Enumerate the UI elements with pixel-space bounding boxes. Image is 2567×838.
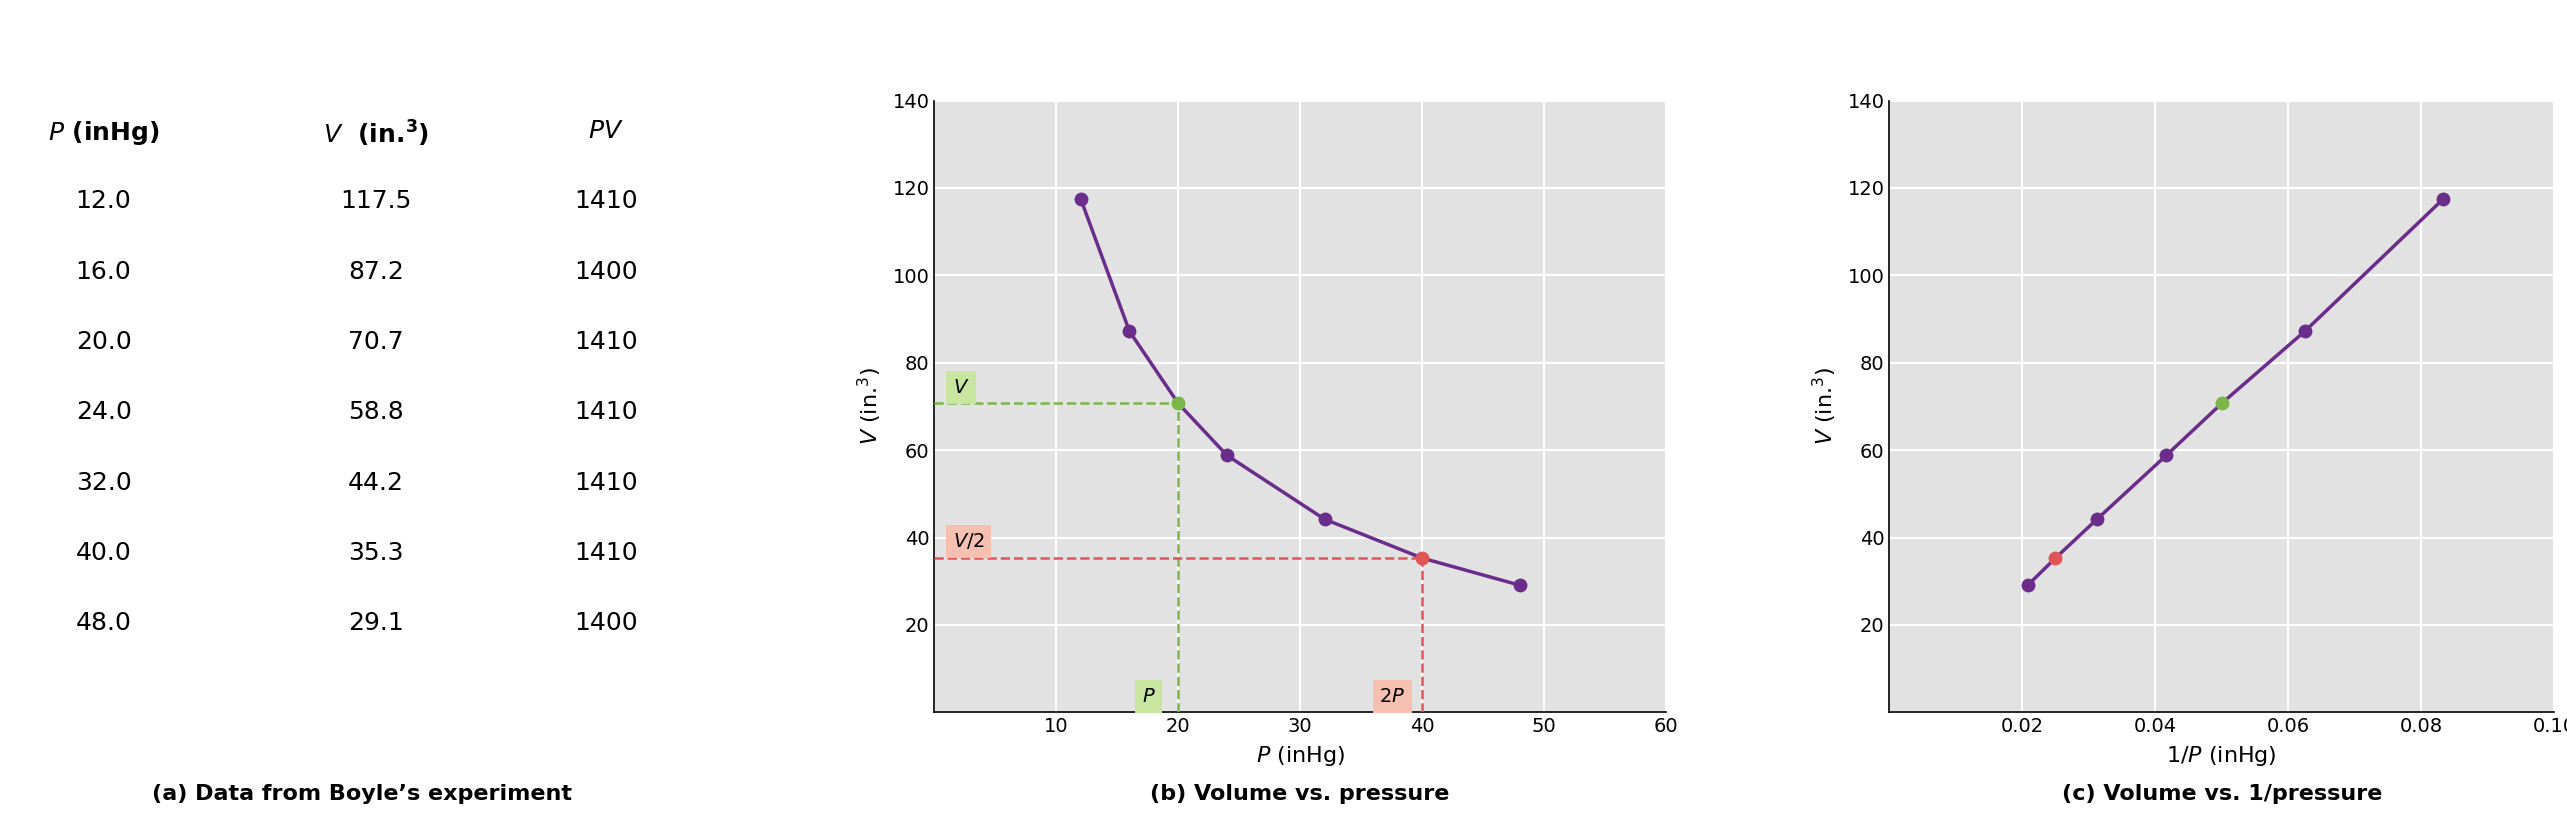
Text: 40.0: 40.0 [74, 541, 131, 565]
Text: 1410: 1410 [575, 541, 639, 565]
Text: (b) Volume vs. pressure: (b) Volume vs. pressure [1150, 784, 1450, 804]
Y-axis label: $\it{V}$ (in.$^{\mathregular{3}}$): $\it{V}$ (in.$^{\mathregular{3}}$) [1810, 368, 1838, 445]
Text: 1410: 1410 [575, 189, 639, 213]
Text: 1410: 1410 [575, 401, 639, 424]
Text: 87.2: 87.2 [349, 260, 403, 283]
Text: 70.7: 70.7 [349, 330, 403, 354]
Point [2077, 513, 2118, 526]
Point [1499, 578, 1540, 592]
Text: 48.0: 48.0 [74, 612, 131, 635]
Text: 1410: 1410 [575, 471, 639, 494]
Point [2036, 551, 2077, 565]
Text: $\it{V}$/2: $\it{V}$/2 [952, 531, 983, 551]
X-axis label: $\it{P}$ (inHg): $\it{P}$ (inHg) [1255, 744, 1345, 768]
Text: (c) Volume vs. 1/pressure: (c) Volume vs. 1/pressure [2061, 784, 2382, 804]
Point [2285, 324, 2326, 338]
Text: $\it{P}$: $\it{P}$ [1142, 687, 1155, 706]
Point [1304, 513, 1345, 526]
Text: 58.8: 58.8 [349, 401, 403, 424]
Text: 32.0: 32.0 [74, 471, 131, 494]
Text: 16.0: 16.0 [74, 260, 131, 283]
Text: $\it{PV}$: $\it{PV}$ [588, 119, 624, 143]
Text: 35.3: 35.3 [349, 541, 403, 565]
Text: 44.2: 44.2 [349, 471, 403, 494]
Point [2146, 448, 2187, 462]
Point [1109, 324, 1150, 338]
Point [2423, 192, 2464, 205]
Text: 29.1: 29.1 [349, 612, 403, 635]
Text: (a) Data from Boyle’s experiment: (a) Data from Boyle’s experiment [151, 784, 572, 804]
Point [2200, 396, 2241, 410]
Text: 20.0: 20.0 [74, 330, 131, 354]
Text: 2$\it{P}$: 2$\it{P}$ [1378, 687, 1407, 706]
X-axis label: 1/$\it{P}$ (inHg): 1/$\it{P}$ (inHg) [2167, 744, 2277, 768]
Text: 1400: 1400 [575, 612, 639, 635]
Point [1158, 396, 1199, 410]
Point [2007, 578, 2048, 592]
Text: 117.5: 117.5 [341, 189, 411, 213]
Text: 24.0: 24.0 [74, 401, 131, 424]
Text: $\it{V}$: $\it{V}$ [952, 378, 970, 397]
Text: $\it{V}$  (in.$^{\mathregular{3}}$): $\it{V}$ (in.$^{\mathregular{3}}$) [323, 119, 429, 149]
Text: 12.0: 12.0 [74, 189, 131, 213]
Point [1060, 192, 1101, 205]
Point [1206, 448, 1248, 462]
Text: 1410: 1410 [575, 330, 639, 354]
Point [1402, 551, 1443, 565]
Y-axis label: $\it{V}$ (in.$^{\mathregular{3}}$): $\it{V}$ (in.$^{\mathregular{3}}$) [855, 368, 883, 445]
Text: $\it{P}$ (inHg): $\it{P}$ (inHg) [49, 119, 159, 147]
Text: 1400: 1400 [575, 260, 639, 283]
